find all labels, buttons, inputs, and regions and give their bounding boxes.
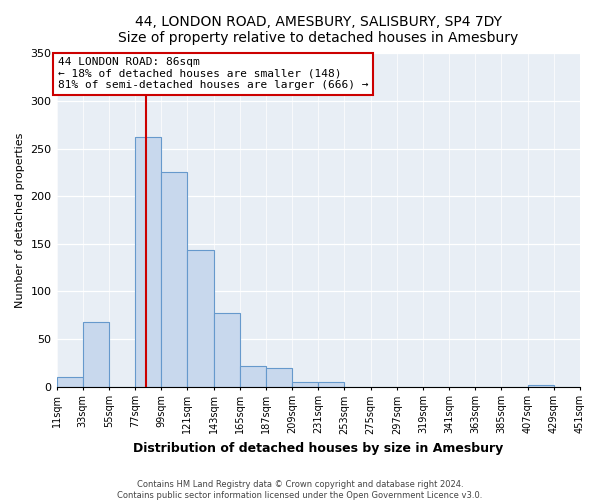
Title: 44, LONDON ROAD, AMESBURY, SALISBURY, SP4 7DY
Size of property relative to detac: 44, LONDON ROAD, AMESBURY, SALISBURY, SP… bbox=[118, 15, 518, 45]
Bar bbox=[240, 366, 266, 386]
Text: Contains HM Land Registry data © Crown copyright and database right 2024.
Contai: Contains HM Land Registry data © Crown c… bbox=[118, 480, 482, 500]
X-axis label: Distribution of detached houses by size in Amesbury: Distribution of detached houses by size … bbox=[133, 442, 503, 455]
Bar bbox=[266, 368, 292, 386]
Bar bbox=[56, 377, 83, 386]
Bar bbox=[83, 322, 109, 386]
Y-axis label: Number of detached properties: Number of detached properties bbox=[15, 132, 25, 308]
Bar bbox=[135, 137, 161, 386]
Bar bbox=[318, 382, 344, 386]
Bar bbox=[292, 382, 318, 386]
Bar bbox=[527, 384, 554, 386]
Bar bbox=[187, 250, 214, 386]
Bar bbox=[161, 172, 187, 386]
Bar bbox=[214, 313, 240, 386]
Text: 44 LONDON ROAD: 86sqm
← 18% of detached houses are smaller (148)
81% of semi-det: 44 LONDON ROAD: 86sqm ← 18% of detached … bbox=[58, 57, 368, 90]
